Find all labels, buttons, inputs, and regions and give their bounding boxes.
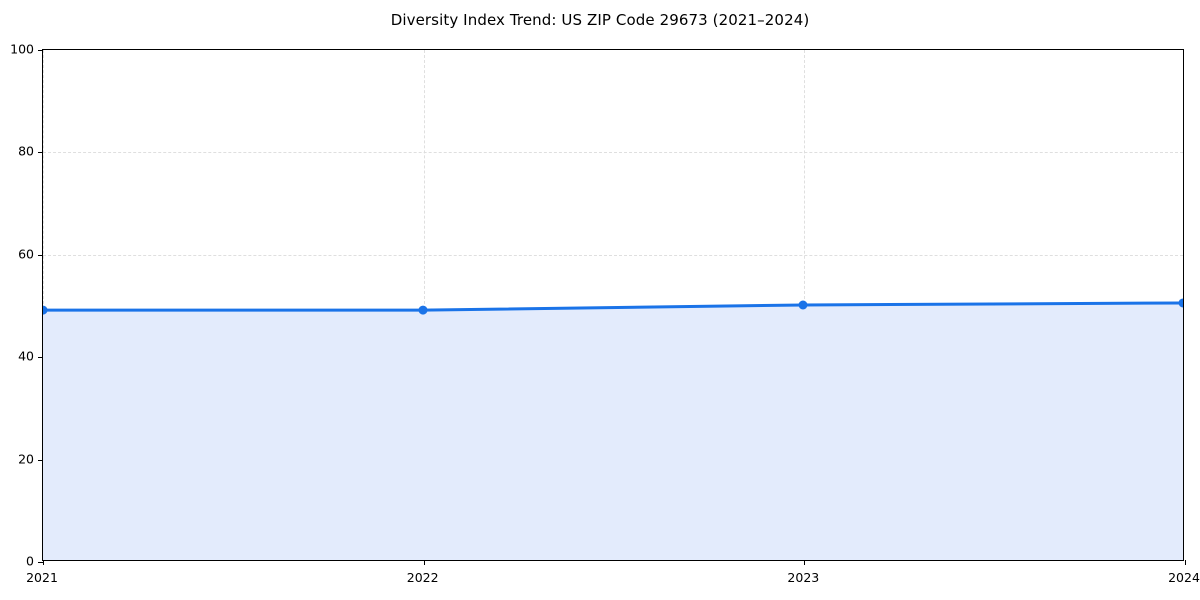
x-axis-tick-label: 2023 bbox=[787, 570, 820, 585]
data-point-marker bbox=[1178, 298, 1183, 308]
x-axis-tick-label: 2022 bbox=[406, 570, 439, 585]
y-axis-tick-label: 60 bbox=[18, 246, 34, 262]
chart-title: Diversity Index Trend: US ZIP Code 29673… bbox=[390, 11, 810, 29]
y-axis-tick-label: 80 bbox=[18, 143, 34, 159]
y-axis-tick-mark bbox=[38, 152, 43, 154]
line-path bbox=[43, 301, 1183, 312]
y-axis-tick-mark bbox=[38, 50, 43, 51]
data-point-marker bbox=[798, 300, 808, 310]
x-axis-tick-label: 2024 bbox=[1168, 570, 1200, 585]
x-axis-tick-mark bbox=[804, 560, 806, 565]
gridline-vertical bbox=[43, 50, 44, 560]
gridline-horizontal bbox=[43, 152, 1183, 154]
gridline-vertical bbox=[423, 50, 425, 560]
y-axis-tick-mark bbox=[38, 459, 43, 461]
y-axis-tick-label: 20 bbox=[18, 451, 34, 467]
y-axis-tick-mark bbox=[38, 254, 43, 256]
gridline-horizontal bbox=[43, 254, 1183, 256]
data-point-marker bbox=[418, 305, 428, 315]
plot-clip bbox=[43, 50, 1183, 560]
y-axis-tick-label: 40 bbox=[18, 348, 34, 364]
data-point-markers bbox=[43, 298, 1183, 315]
data-point-marker bbox=[43, 305, 48, 315]
plot-area bbox=[38, 49, 1186, 565]
x-axis-tick-mark bbox=[1185, 560, 1186, 565]
area-fill-path bbox=[43, 302, 1183, 560]
y-axis-tick-mark bbox=[38, 562, 43, 563]
series-line-area bbox=[43, 298, 1183, 560]
x-axis-tick-mark bbox=[43, 560, 44, 565]
y-axis-tick-label: 0 bbox=[26, 553, 34, 569]
x-axis-tick-label: 2021 bbox=[26, 570, 58, 585]
y-axis-tick-mark bbox=[38, 357, 43, 359]
x-axis-tick-mark bbox=[423, 560, 425, 565]
y-axis-tick-label: 100 bbox=[10, 41, 34, 57]
